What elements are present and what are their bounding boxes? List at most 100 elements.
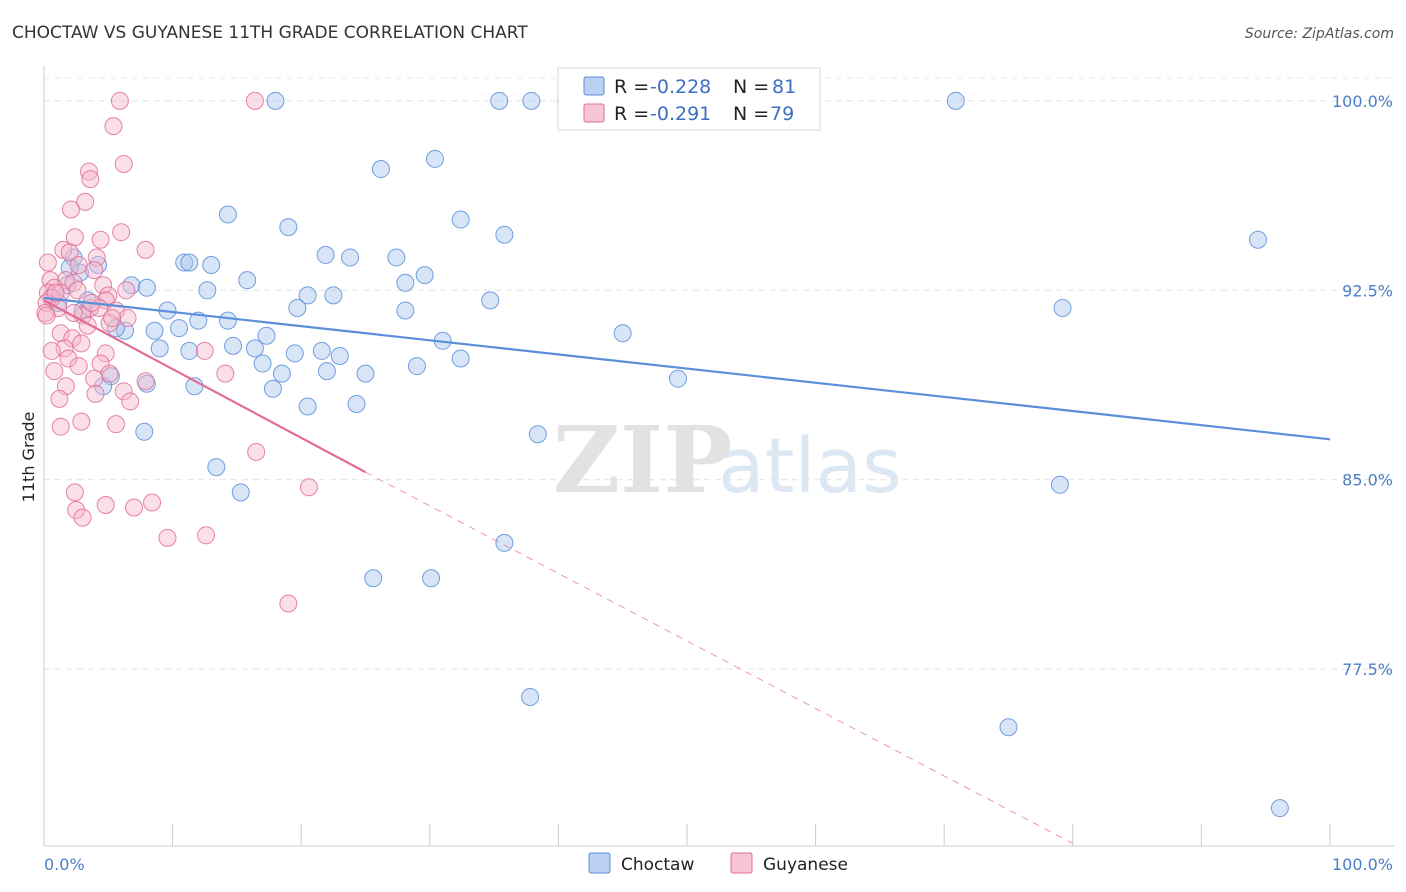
guyanese-point bbox=[114, 154, 133, 173]
guyanese-point bbox=[94, 276, 113, 295]
legend-swatch-choctaw bbox=[588, 852, 611, 874]
choctaw-point bbox=[145, 321, 164, 340]
y-tick-label: 77.5% bbox=[1342, 660, 1393, 679]
stats-r-value-guyanese: -0.291 bbox=[650, 103, 711, 125]
choctaw-point bbox=[218, 311, 237, 330]
choctaw-point bbox=[613, 324, 632, 343]
choctaw-point bbox=[253, 354, 272, 373]
choctaw-point bbox=[407, 357, 426, 376]
stats-swatch-guyanese bbox=[583, 103, 605, 123]
choctaw-point bbox=[317, 362, 336, 381]
guyanese-point bbox=[91, 230, 110, 249]
axes bbox=[43, 66, 1394, 847]
guyanese-point bbox=[143, 493, 162, 512]
choctaw-point bbox=[668, 369, 687, 388]
guyanese-point bbox=[112, 223, 131, 242]
series-legend: Choctaw Guyanese bbox=[588, 852, 848, 875]
choctaw-point bbox=[396, 273, 415, 292]
guyanese-point bbox=[51, 417, 70, 436]
guyanese-point bbox=[158, 528, 177, 547]
choctaw-point bbox=[298, 397, 317, 416]
guyanese-point bbox=[110, 91, 129, 110]
guyanese-point bbox=[65, 483, 84, 502]
guyanese-point bbox=[100, 364, 119, 383]
guyanese-point bbox=[85, 261, 104, 280]
guyanese-point bbox=[81, 170, 100, 189]
series-guyanese bbox=[36, 91, 318, 613]
stats-r-label-guyanese: R = bbox=[614, 103, 649, 125]
choctaw-point bbox=[946, 91, 965, 110]
choctaw-point bbox=[135, 422, 154, 441]
guyanese-point bbox=[72, 412, 91, 431]
choctaw-point bbox=[415, 266, 434, 285]
choctaw-point bbox=[170, 319, 189, 338]
watermark: ZIP atlas bbox=[553, 406, 902, 514]
guyanese-point bbox=[96, 344, 115, 363]
choctaw-point bbox=[279, 218, 298, 237]
legend-label-choctaw: Choctaw bbox=[621, 855, 694, 875]
choctaw-point bbox=[1050, 475, 1069, 494]
choctaw-point bbox=[330, 346, 349, 365]
choctaw-point bbox=[999, 718, 1018, 737]
choctaw-point bbox=[396, 301, 415, 320]
choctaw-point bbox=[481, 291, 500, 310]
choctaw-point bbox=[371, 160, 390, 179]
x-tick-label-max: 100.0% bbox=[1332, 855, 1393, 874]
stats-n-value-choctaw: 81 bbox=[772, 76, 796, 98]
guyanese-point bbox=[96, 495, 115, 514]
choctaw-point bbox=[521, 687, 540, 706]
guyanese-point bbox=[103, 309, 122, 328]
choctaw-point bbox=[522, 91, 541, 110]
trend-lines bbox=[43, 296, 1331, 844]
guyanese-point bbox=[216, 364, 235, 383]
choctaw-point bbox=[316, 245, 335, 264]
guyanese-point bbox=[72, 334, 91, 353]
choctaw-point bbox=[288, 298, 307, 317]
x-tick-label-min: 0.0% bbox=[44, 855, 85, 874]
choctaw-point bbox=[180, 341, 199, 360]
guyanese-point bbox=[46, 283, 65, 302]
stats-swatch-choctaw bbox=[583, 76, 605, 96]
y-tick-label: 100.0% bbox=[1332, 92, 1393, 111]
choctaw-point bbox=[285, 344, 304, 363]
guyanese-point bbox=[247, 442, 266, 461]
legend-label-guyanese: Guyanese bbox=[763, 855, 848, 875]
choctaw-trend-line bbox=[43, 296, 1331, 441]
guyanese-point bbox=[117, 281, 136, 300]
choctaw-point bbox=[356, 364, 375, 383]
choctaw-point bbox=[231, 483, 250, 502]
choctaw-point bbox=[272, 364, 291, 383]
chart-title: CHOCTAW VS GUYANESE 11TH GRADE CORRELATI… bbox=[12, 23, 528, 43]
guyanese-point bbox=[68, 281, 87, 300]
guyanese-point bbox=[69, 357, 88, 376]
stats-r-value-choctaw: -0.228 bbox=[650, 76, 711, 98]
stats-n-label-guyanese: N = bbox=[733, 103, 769, 125]
choctaw-point bbox=[137, 278, 156, 297]
guyanese-point bbox=[136, 240, 155, 259]
choctaw-point bbox=[175, 253, 194, 272]
stats-legend: R = -0.228 N = 81 R = -0.291 N = 79 bbox=[557, 67, 821, 131]
watermark-atlas: atlas bbox=[718, 421, 902, 510]
guyanese-point bbox=[50, 389, 69, 408]
guyanese-point bbox=[51, 324, 70, 343]
guyanese-point bbox=[197, 526, 216, 545]
guyanese-point bbox=[245, 91, 264, 110]
guyanese-point bbox=[76, 192, 95, 211]
choctaw-point bbox=[1270, 799, 1289, 818]
guyanese-point bbox=[86, 384, 105, 403]
guyanese-point bbox=[114, 382, 133, 401]
guyanese-point bbox=[59, 349, 78, 368]
stats-r-label-choctaw: R = bbox=[614, 76, 649, 98]
choctaw-point bbox=[180, 253, 199, 272]
guyanese-point bbox=[195, 341, 214, 360]
choctaw-point bbox=[451, 349, 470, 368]
y-tick-label: 85.0% bbox=[1342, 471, 1393, 490]
guyanese-point bbox=[104, 117, 123, 136]
guyanese-point bbox=[60, 243, 79, 262]
legend-swatch-guyanese bbox=[730, 852, 753, 874]
guyanese-point bbox=[279, 594, 298, 613]
choctaw-point bbox=[387, 248, 406, 267]
guyanese-point bbox=[100, 314, 119, 333]
guyanese-point bbox=[38, 253, 57, 272]
